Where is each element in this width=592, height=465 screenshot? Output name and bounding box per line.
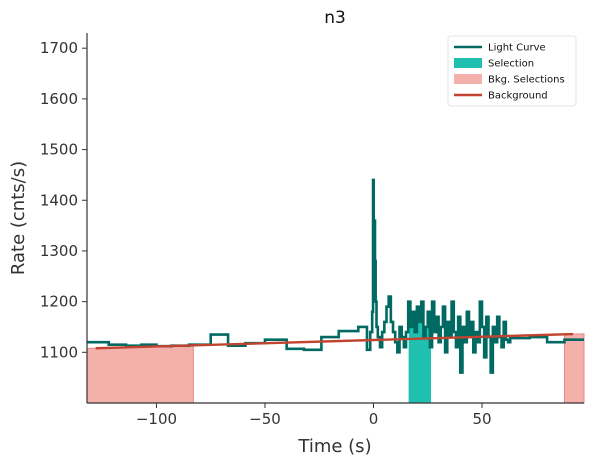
y-tick-label: 1100 (40, 343, 78, 361)
x-tick-label: 0 (369, 410, 379, 428)
legend: Light Curve Selection Bkg. Selections Backg… (447, 35, 577, 107)
y-tick-label: 1300 (40, 242, 78, 260)
plot-area (86, 178, 585, 404)
x-tick-label: −50 (249, 410, 281, 428)
y-tick-label: 1200 (40, 293, 78, 311)
x-axis-label: Time (s) (297, 436, 371, 457)
legend-label: Background (488, 91, 548, 102)
chart-title: n3 (324, 8, 346, 28)
legend-swatch (454, 74, 482, 84)
y-tick-label: 1400 (40, 191, 78, 209)
y-tick-label: 1500 (40, 141, 78, 159)
bkg-selection-region (86, 344, 194, 404)
y-tick-label: 1600 (40, 90, 78, 108)
legend-label: Light Curve (488, 43, 546, 54)
legend-frame (447, 35, 577, 107)
background-line (95, 332, 574, 350)
axes: −100 −50 0 50 1100 1200 1300 1400 1500 1600 1700 (40, 33, 584, 428)
legend-label: Bkg. Selections (488, 75, 565, 86)
x-tick-label: −100 (136, 410, 177, 428)
y-axis-label: Rate (cnts/s) (8, 161, 29, 275)
light-curve-line (87, 178, 584, 374)
x-tick-label: 50 (472, 410, 491, 428)
y-tick-label: 1700 (40, 39, 78, 57)
legend-swatch (454, 58, 482, 68)
legend-label: Selection (488, 59, 534, 70)
bkg-selection-region (563, 333, 585, 404)
